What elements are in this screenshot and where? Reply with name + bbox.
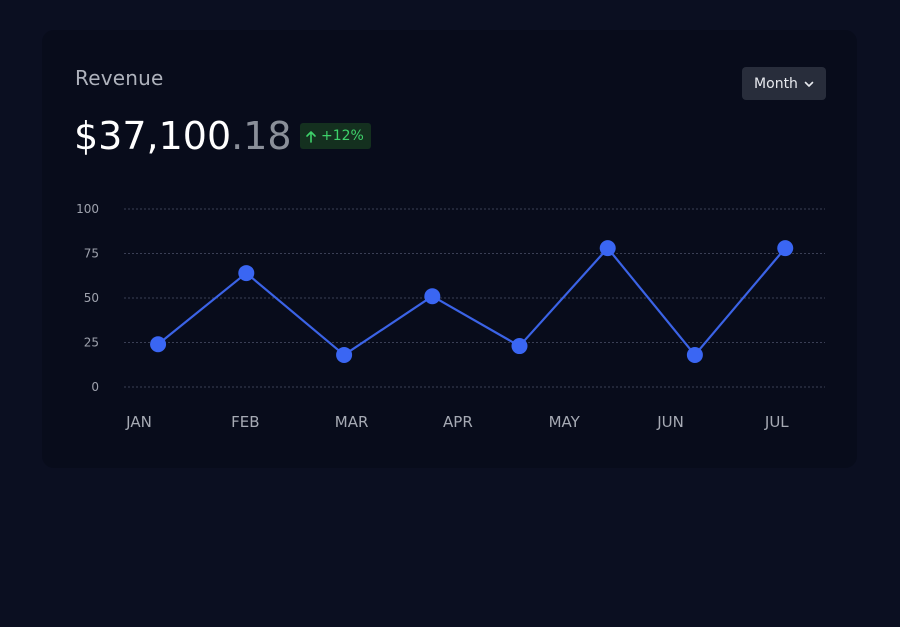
revenue-amount-main: $37,100	[74, 114, 232, 158]
data-point	[238, 265, 255, 282]
y-tick-label: 0	[91, 380, 99, 394]
change-value: +12%	[321, 128, 364, 144]
data-point	[777, 240, 794, 257]
arrow-up-icon	[305, 130, 317, 143]
data-point	[336, 346, 353, 363]
change-badge: +12%	[300, 123, 371, 149]
x-tick-label: FEB	[231, 413, 259, 431]
x-tick-label: JUN	[656, 413, 684, 431]
revenue-amount-cents: .18	[231, 114, 292, 158]
y-tick-label: 25	[84, 336, 99, 350]
y-tick-label: 50	[84, 291, 99, 305]
chevron-down-icon	[804, 80, 814, 88]
x-tick-label: MAR	[335, 413, 369, 431]
data-point	[511, 338, 528, 355]
x-tick-label: APR	[443, 413, 473, 431]
y-tick-label: 75	[84, 247, 99, 261]
data-point	[599, 240, 616, 257]
y-tick-label: 100	[76, 202, 99, 216]
data-point	[686, 346, 703, 363]
period-dropdown-label: Month	[754, 75, 798, 92]
data-point	[150, 336, 167, 353]
period-dropdown[interactable]: Month	[742, 67, 826, 100]
data-point	[424, 288, 441, 305]
x-tick-label: JAN	[125, 413, 152, 431]
revenue-card: Revenue $37,100.18 +12% Month	[42, 30, 857, 468]
series-line	[157, 247, 787, 357]
x-tick-label: JUL	[764, 413, 789, 431]
revenue-amount: $37,100.18	[74, 112, 292, 160]
card-title: Revenue	[75, 66, 164, 90]
x-tick-label: MAY	[549, 413, 581, 431]
